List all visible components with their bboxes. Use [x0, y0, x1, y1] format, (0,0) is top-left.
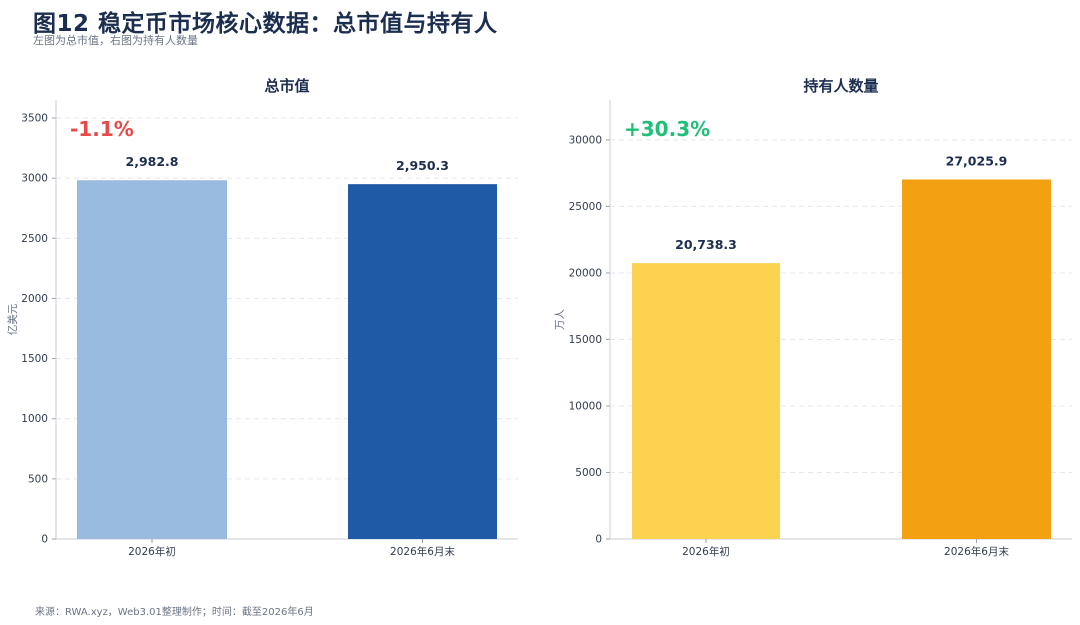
bar — [77, 180, 227, 539]
y-tick-label: 0 — [595, 534, 602, 546]
y-tick-label: 1000 — [21, 413, 48, 425]
y-axis-label: 万人 — [554, 309, 566, 330]
data-label: 2,950.3 — [396, 158, 449, 173]
change-annotation: -1.1% — [70, 117, 134, 141]
chart-title: 持有人数量 — [803, 77, 878, 95]
source-note: 来源：RWA.xyz，Web3.01整理制作；时间：截至2026年6月 — [35, 607, 314, 618]
chart-title: 总市值 — [264, 77, 309, 95]
page-title: 图12 稳定币市场核心数据：总市值与持有人 — [33, 11, 498, 37]
x-tick-label: 2026年6月末 — [944, 545, 1009, 558]
data-label: 27,025.9 — [946, 153, 1008, 168]
y-tick-label: 3500 — [21, 113, 48, 125]
y-tick-label: 2000 — [21, 293, 48, 305]
y-tick-label: 25000 — [569, 201, 602, 213]
y-tick-label: 0 — [41, 534, 48, 546]
chart-panel-1: 总市值 0 500 1000 1500 2000 2500 3000 3500 亿美元 2,982.… — [6, 77, 518, 558]
data-label: 20,738.3 — [675, 237, 737, 252]
x-tick-label: 2026年初 — [682, 545, 730, 558]
y-axis-label: 亿美元 — [6, 303, 19, 335]
y-tick-label: 500 — [28, 473, 48, 485]
y-tick-label: 5000 — [575, 467, 602, 479]
y-tick-label: 2500 — [21, 233, 48, 245]
y-tick-label: 30000 — [569, 134, 602, 146]
y-tick-label: 1500 — [21, 353, 48, 365]
change-annotation: +30.3% — [624, 117, 710, 141]
y-tick-label: 3000 — [21, 173, 48, 185]
data-label: 2,982.8 — [126, 154, 179, 169]
y-tick-label: 15000 — [569, 334, 602, 346]
x-tick-label: 2026年初 — [128, 545, 176, 558]
bar — [348, 184, 497, 539]
page-subtitle: 左图为总市值，右图为持有人数量 — [33, 34, 198, 47]
x-tick-label: 2026年6月末 — [390, 545, 455, 558]
chart-panel-2: 持有人数量 0 5000 10000 15000 20000 25000 30000 万人 20,… — [554, 77, 1072, 558]
bar — [632, 263, 780, 539]
y-tick-label: 10000 — [569, 400, 602, 412]
bar — [902, 179, 1051, 539]
y-tick-label: 20000 — [569, 267, 602, 279]
